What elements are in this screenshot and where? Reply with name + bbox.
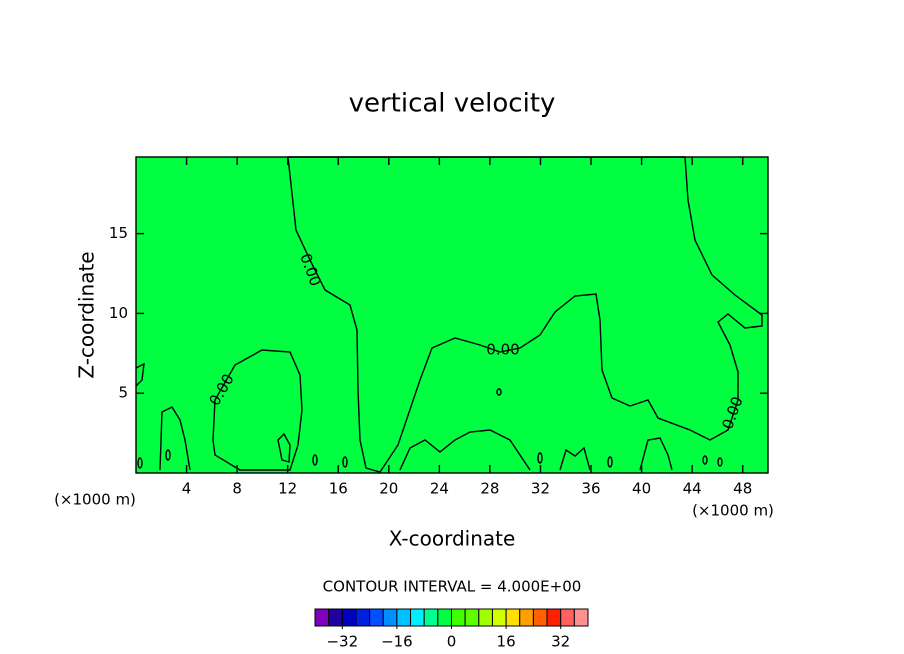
contour-line bbox=[496, 388, 502, 396]
contour-line bbox=[159, 406, 191, 471]
contour-region bbox=[287, 156, 763, 473]
colorbar-tick-label: 32 bbox=[551, 633, 570, 651]
colorbar-box bbox=[573, 608, 589, 627]
contour-label: 0.00 bbox=[486, 341, 519, 359]
contour-line bbox=[135, 362, 145, 387]
contour-line bbox=[342, 456, 348, 468]
contour-line bbox=[399, 429, 531, 471]
colorbar-box bbox=[546, 608, 562, 627]
contour-line bbox=[717, 457, 723, 467]
colorbar-tick-label: −16 bbox=[381, 633, 413, 651]
colorbar-box bbox=[369, 608, 384, 627]
contour-line bbox=[559, 446, 591, 471]
colorbar-tick-label: 0 bbox=[447, 633, 457, 651]
y-axis-label: Z-coordinate bbox=[75, 251, 99, 378]
colorbar-box bbox=[410, 608, 425, 627]
contour-line bbox=[137, 457, 143, 469]
x-tick-label: 12 bbox=[278, 480, 297, 498]
y-tick-label: 15 bbox=[109, 224, 128, 242]
x-axis-label: X-coordinate bbox=[389, 527, 516, 551]
colorbar-box bbox=[396, 608, 412, 627]
colorbar-box bbox=[532, 608, 548, 627]
colorbar-box bbox=[560, 608, 575, 627]
x-tick-label: 28 bbox=[480, 480, 499, 498]
colorbar-box bbox=[314, 608, 330, 627]
colorbar-box bbox=[382, 608, 398, 627]
colorbar-box bbox=[464, 608, 480, 627]
contour-region bbox=[277, 432, 291, 463]
contour-lines bbox=[135, 362, 723, 471]
colorbar-box bbox=[355, 608, 371, 627]
x-tick-label: 4 bbox=[182, 480, 192, 498]
field-background bbox=[136, 157, 768, 473]
colorbar-box bbox=[451, 608, 466, 627]
colorbar-box bbox=[328, 608, 343, 627]
colorbar-box bbox=[491, 608, 507, 627]
plot-frame bbox=[135, 156, 769, 474]
x-tick-label: 8 bbox=[232, 480, 242, 498]
x-tick-label: 20 bbox=[379, 480, 398, 498]
x-unit-label: (×1000 m) bbox=[692, 502, 774, 520]
x-tick-label: 36 bbox=[581, 480, 600, 498]
colorbar-tick-label: −32 bbox=[326, 633, 358, 651]
contour-region bbox=[212, 349, 303, 471]
colorbar-box bbox=[505, 608, 521, 627]
chart-title: vertical velocity bbox=[349, 89, 556, 119]
contour-line bbox=[607, 456, 613, 468]
x-tick-label: 32 bbox=[531, 480, 550, 498]
x-unit-label: (×1000 m) bbox=[54, 491, 136, 509]
x-tick-label: 48 bbox=[733, 480, 752, 498]
y-tick-label: 10 bbox=[109, 304, 128, 322]
colorbar-box bbox=[437, 608, 453, 627]
x-tick-label: 16 bbox=[329, 480, 348, 498]
colorbar-box bbox=[341, 608, 357, 627]
x-tick-label: 44 bbox=[683, 480, 702, 498]
colorbar-box bbox=[519, 608, 534, 627]
contour-line bbox=[702, 455, 708, 465]
colorbar-box bbox=[478, 608, 493, 627]
x-tick-label: 24 bbox=[430, 480, 449, 498]
contour-line bbox=[639, 437, 673, 471]
colorbar-box bbox=[423, 608, 439, 627]
contour-line bbox=[165, 449, 171, 461]
colorbar-tick-label: 16 bbox=[497, 633, 516, 651]
contour-line bbox=[537, 452, 543, 464]
colorbar-title: CONTOUR INTERVAL = 4.000E+00 bbox=[323, 578, 582, 596]
x-tick-label: 40 bbox=[632, 480, 651, 498]
contour-line bbox=[312, 454, 318, 466]
y-tick-label: 5 bbox=[118, 384, 128, 402]
